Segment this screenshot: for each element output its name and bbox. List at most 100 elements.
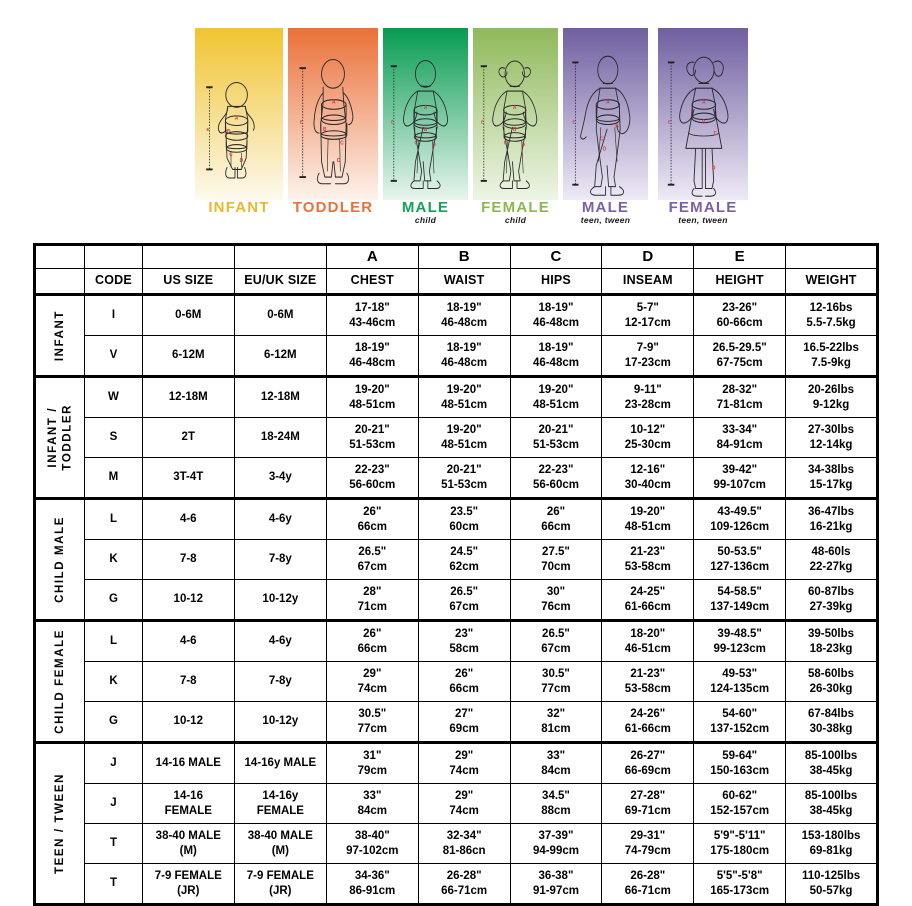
cell-hips-line: 77cm (541, 682, 571, 695)
letter-header-b: B (417, 244, 511, 269)
cell-eu-uk-size-line: 10-12y (262, 715, 299, 728)
table-row: INFANT / TODDLER W 12-18M 12-18M 19-20" 48-51… (33, 375, 878, 499)
cell-chest-line: 71cm (357, 600, 387, 613)
cell-height: 43-49.5" 109-126cm (693, 497, 787, 540)
cell-eu-uk-size: 38-40 MALE (M) (233, 823, 327, 864)
cell-waist-line: 26.5" (450, 586, 479, 599)
cell-waist-line: 18-19" (446, 342, 482, 355)
figure-female-teen-graphic: E A B C D (658, 28, 748, 200)
cell-code: G (84, 701, 143, 744)
figure-panel-infant: E A B C D (195, 28, 283, 200)
measure-marker-b: B (323, 127, 327, 133)
cell-hips: 30.5" 77cm (509, 661, 603, 702)
cell-inseam: 29-31" 74-79cm (601, 823, 695, 864)
cell-inseam: 5-7" 12-17cm (601, 293, 695, 336)
section-label-teen-tween: TEEN / TWEEN (33, 741, 86, 905)
cell-hips: 32" 81cm (509, 701, 603, 744)
cell-inseam-line: 24-25" (630, 586, 666, 599)
cell-inseam-line: 66-71cm (624, 884, 671, 897)
cell-us-size: 38-40 MALE (M) (141, 823, 235, 864)
cell-weight-line: 34-38lbs (808, 464, 855, 477)
cell-waist-line: 19-20" (446, 424, 482, 437)
cell-weight-line: 48-60ls (811, 546, 851, 559)
table-row: V 6-12M 6-12M 18-19" 46-48cm 18-19" 46-48cm 18-… (35, 335, 878, 378)
cell-waist-line: 27" (455, 708, 474, 721)
cell-hips-line: 32" (546, 708, 566, 721)
cell-hips: 30" 76cm (509, 579, 603, 622)
cell-waist: 23.5" 60cm (417, 497, 511, 540)
cell-inseam-line: 53-58cm (624, 560, 671, 573)
measure-marker-b: B (227, 129, 231, 136)
figure-female-child-graphic: E A B C D (473, 28, 558, 200)
table-row: G 10-12 10-12y 28" 71cm 26.5" 67cm 30" 76cm 24-25… (35, 579, 878, 622)
cell-inseam-line: 10-12" (630, 424, 666, 437)
cell-waist-line: 20-21" (446, 464, 482, 477)
cell-inseam: 24-26" 61-66cm (601, 701, 695, 744)
cell-weight: 39-50lbs 18-23kg (785, 619, 878, 662)
cell-height-line: 50-53.5" (717, 546, 762, 559)
cell-waist-line: 24.5" (450, 546, 479, 559)
cell-inseam-line: 12-17cm (624, 316, 671, 329)
cell-weight: 110-125lbs 50-57kg (785, 863, 878, 906)
cell-inseam: 21-23" 53-58cm (601, 661, 695, 702)
cell-waist-line: 46-48cm (441, 316, 488, 329)
cell-chest: 31" 79cm (325, 741, 419, 784)
cell-hips: 27.5" 70cm (509, 539, 603, 580)
cell-height-line: 54-60" (722, 708, 758, 721)
cell-inseam: 26-28" 66-71cm (601, 863, 695, 906)
cell-hips-line: 91-97cm (532, 884, 579, 897)
cell-inseam: 21-23" 53-58cm (601, 539, 695, 580)
cell-code: T (84, 863, 143, 906)
cell-height: 39-42" 99-107cm (693, 457, 787, 500)
cell-chest: 20-21" 51-53cm (325, 417, 419, 458)
cell-eu-uk-size-line: 38-40 MALE (247, 830, 313, 843)
measure-marker-a: A (332, 99, 336, 105)
cell-hips-line: 18-19" (538, 302, 574, 315)
cell-us-size: 0-6M (141, 293, 235, 336)
cell-inseam-line: 21-23" (630, 668, 666, 681)
cell-hips-line: 94-99cm (532, 844, 579, 857)
column-header-eu-uk-size: EU/UK SIZE (233, 268, 327, 295)
measure-marker-c: C (229, 152, 233, 159)
cell-chest: 19-20" 48-51cm (325, 375, 419, 418)
cell-chest: 17-18" 43-46cm (325, 293, 419, 336)
section-label-child-female: CHILD FEMALE (33, 619, 86, 743)
cell-height-line: 49-53" (722, 668, 758, 681)
cell-height-line: 137-149cm (710, 600, 770, 613)
table-row: T 7-9 FEMALE (JR) 7-9 FEMALE (JR) 34-36" 86-91… (35, 863, 878, 906)
cell-us-size-line: 4-6 (179, 635, 197, 648)
cell-chest-line: 17-18" (354, 302, 390, 315)
cell-weight-line: 38-45kg (809, 764, 853, 777)
column-header-blank (34, 268, 86, 295)
cell-chest: 34-36" 86-91cm (325, 863, 419, 906)
cell-height: 50-53.5" 127-136cm (693, 539, 787, 580)
cell-weight: 36-47lbs 16-21kg (785, 497, 878, 540)
cell-height: 54-58.5" 137-149cm (693, 579, 787, 622)
cell-weight-line: 20-26lbs (808, 384, 855, 397)
cell-eu-uk-size: 0-6M (233, 293, 327, 336)
cell-hips-line: 67cm (541, 642, 571, 655)
cell-chest: 26" 66cm (325, 619, 419, 662)
cell-inseam-line: 7-9" (636, 342, 659, 355)
cell-us-size-line: FEMALE (164, 804, 212, 817)
cell-height-line: 99-107cm (713, 478, 766, 491)
cell-height: 49-53" 124-135cm (693, 661, 787, 702)
figure-banner: E A B C D INFANT E A B C D TODDLER (0, 0, 912, 238)
cell-hips: 36-38" 91-97cm (509, 863, 603, 906)
cell-waist-line: 29" (455, 750, 474, 763)
section-label-text: CHILD FEMALE (53, 629, 66, 734)
cell-eu-uk-size: 4-6y (233, 497, 327, 540)
cell-eu-uk-size-line: 7-8y (268, 553, 292, 566)
cell-hips-line: 56-60cm (532, 478, 579, 491)
cell-height-line: 60-62" (722, 790, 758, 803)
cell-code: K (84, 539, 143, 580)
cell-weight-line: 30-38kg (809, 722, 853, 735)
figure-label-infant: INFANT (195, 200, 283, 215)
cell-hips-line: 48-51cm (532, 398, 579, 411)
height-ruler: E (299, 67, 306, 179)
measure-marker-a: A (235, 115, 239, 122)
cell-chest-line: 29" (363, 668, 382, 681)
cell-waist: 32-34" 81-86cn (417, 823, 511, 864)
cell-height: 28-32" 71-81cm (693, 375, 787, 418)
